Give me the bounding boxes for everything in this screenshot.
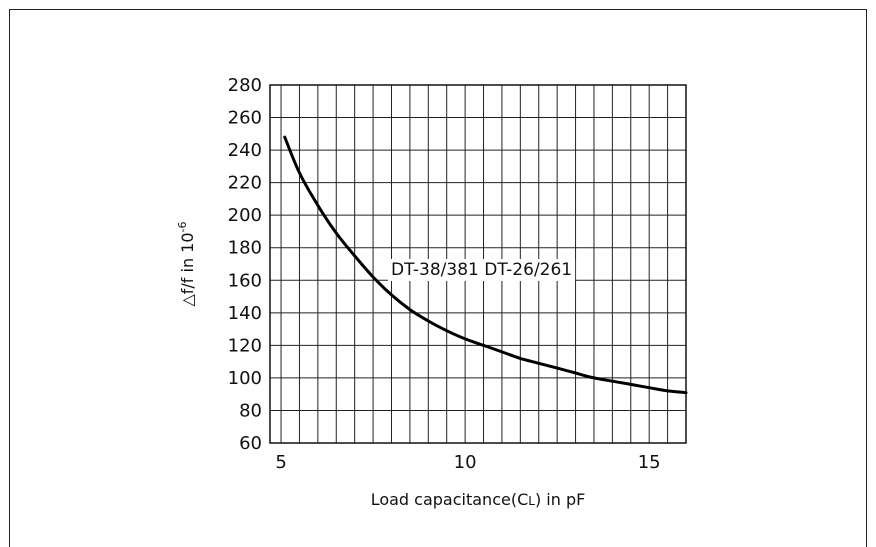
y-tick-label: 280 <box>228 75 262 96</box>
x-axis-label-sub: L <box>528 494 535 508</box>
x-tick-label: 5 <box>275 452 286 473</box>
x-tick-label: 15 <box>638 452 661 473</box>
y-tick-label: 100 <box>228 368 262 389</box>
x-tick-labels: 5 10 15 <box>275 452 660 473</box>
y-tick-label: 140 <box>228 303 262 324</box>
y-tick-label: 260 <box>228 108 262 129</box>
y-tick-label: 60 <box>239 433 262 454</box>
x-axis-label-pre: Load capacitance(C <box>371 490 529 509</box>
y-tick-label: 180 <box>228 238 262 259</box>
y-tick-label: 160 <box>228 270 262 291</box>
y-tick-label: 200 <box>228 205 262 226</box>
y-tick-label: 120 <box>228 335 262 356</box>
series-annotation: DT-38/381 DT-26/261 <box>391 260 572 280</box>
y-tick-label: 220 <box>228 173 262 194</box>
annotation-background <box>388 259 576 281</box>
x-tick-label: 10 <box>454 452 477 473</box>
plot-border <box>269 84 687 444</box>
y-tick-label: 240 <box>228 140 262 161</box>
x-axis-label-post: ) in pF <box>535 490 585 509</box>
y-tick-labels: 60 80 100 120 140 160 180 200 220 240 260 280 <box>228 75 262 454</box>
y-axis-label-sup: -6 <box>176 221 189 232</box>
y-axis-label-base: △f/f in 10 <box>178 232 197 306</box>
x-axis-label: Load capacitance(CL) in pF <box>371 490 586 509</box>
y-axis-label: △f/f in 10-6 <box>176 221 197 306</box>
series-line-dt-38-381-dt-26-261 <box>283 135 688 395</box>
y-tick-label: 80 <box>239 400 262 421</box>
